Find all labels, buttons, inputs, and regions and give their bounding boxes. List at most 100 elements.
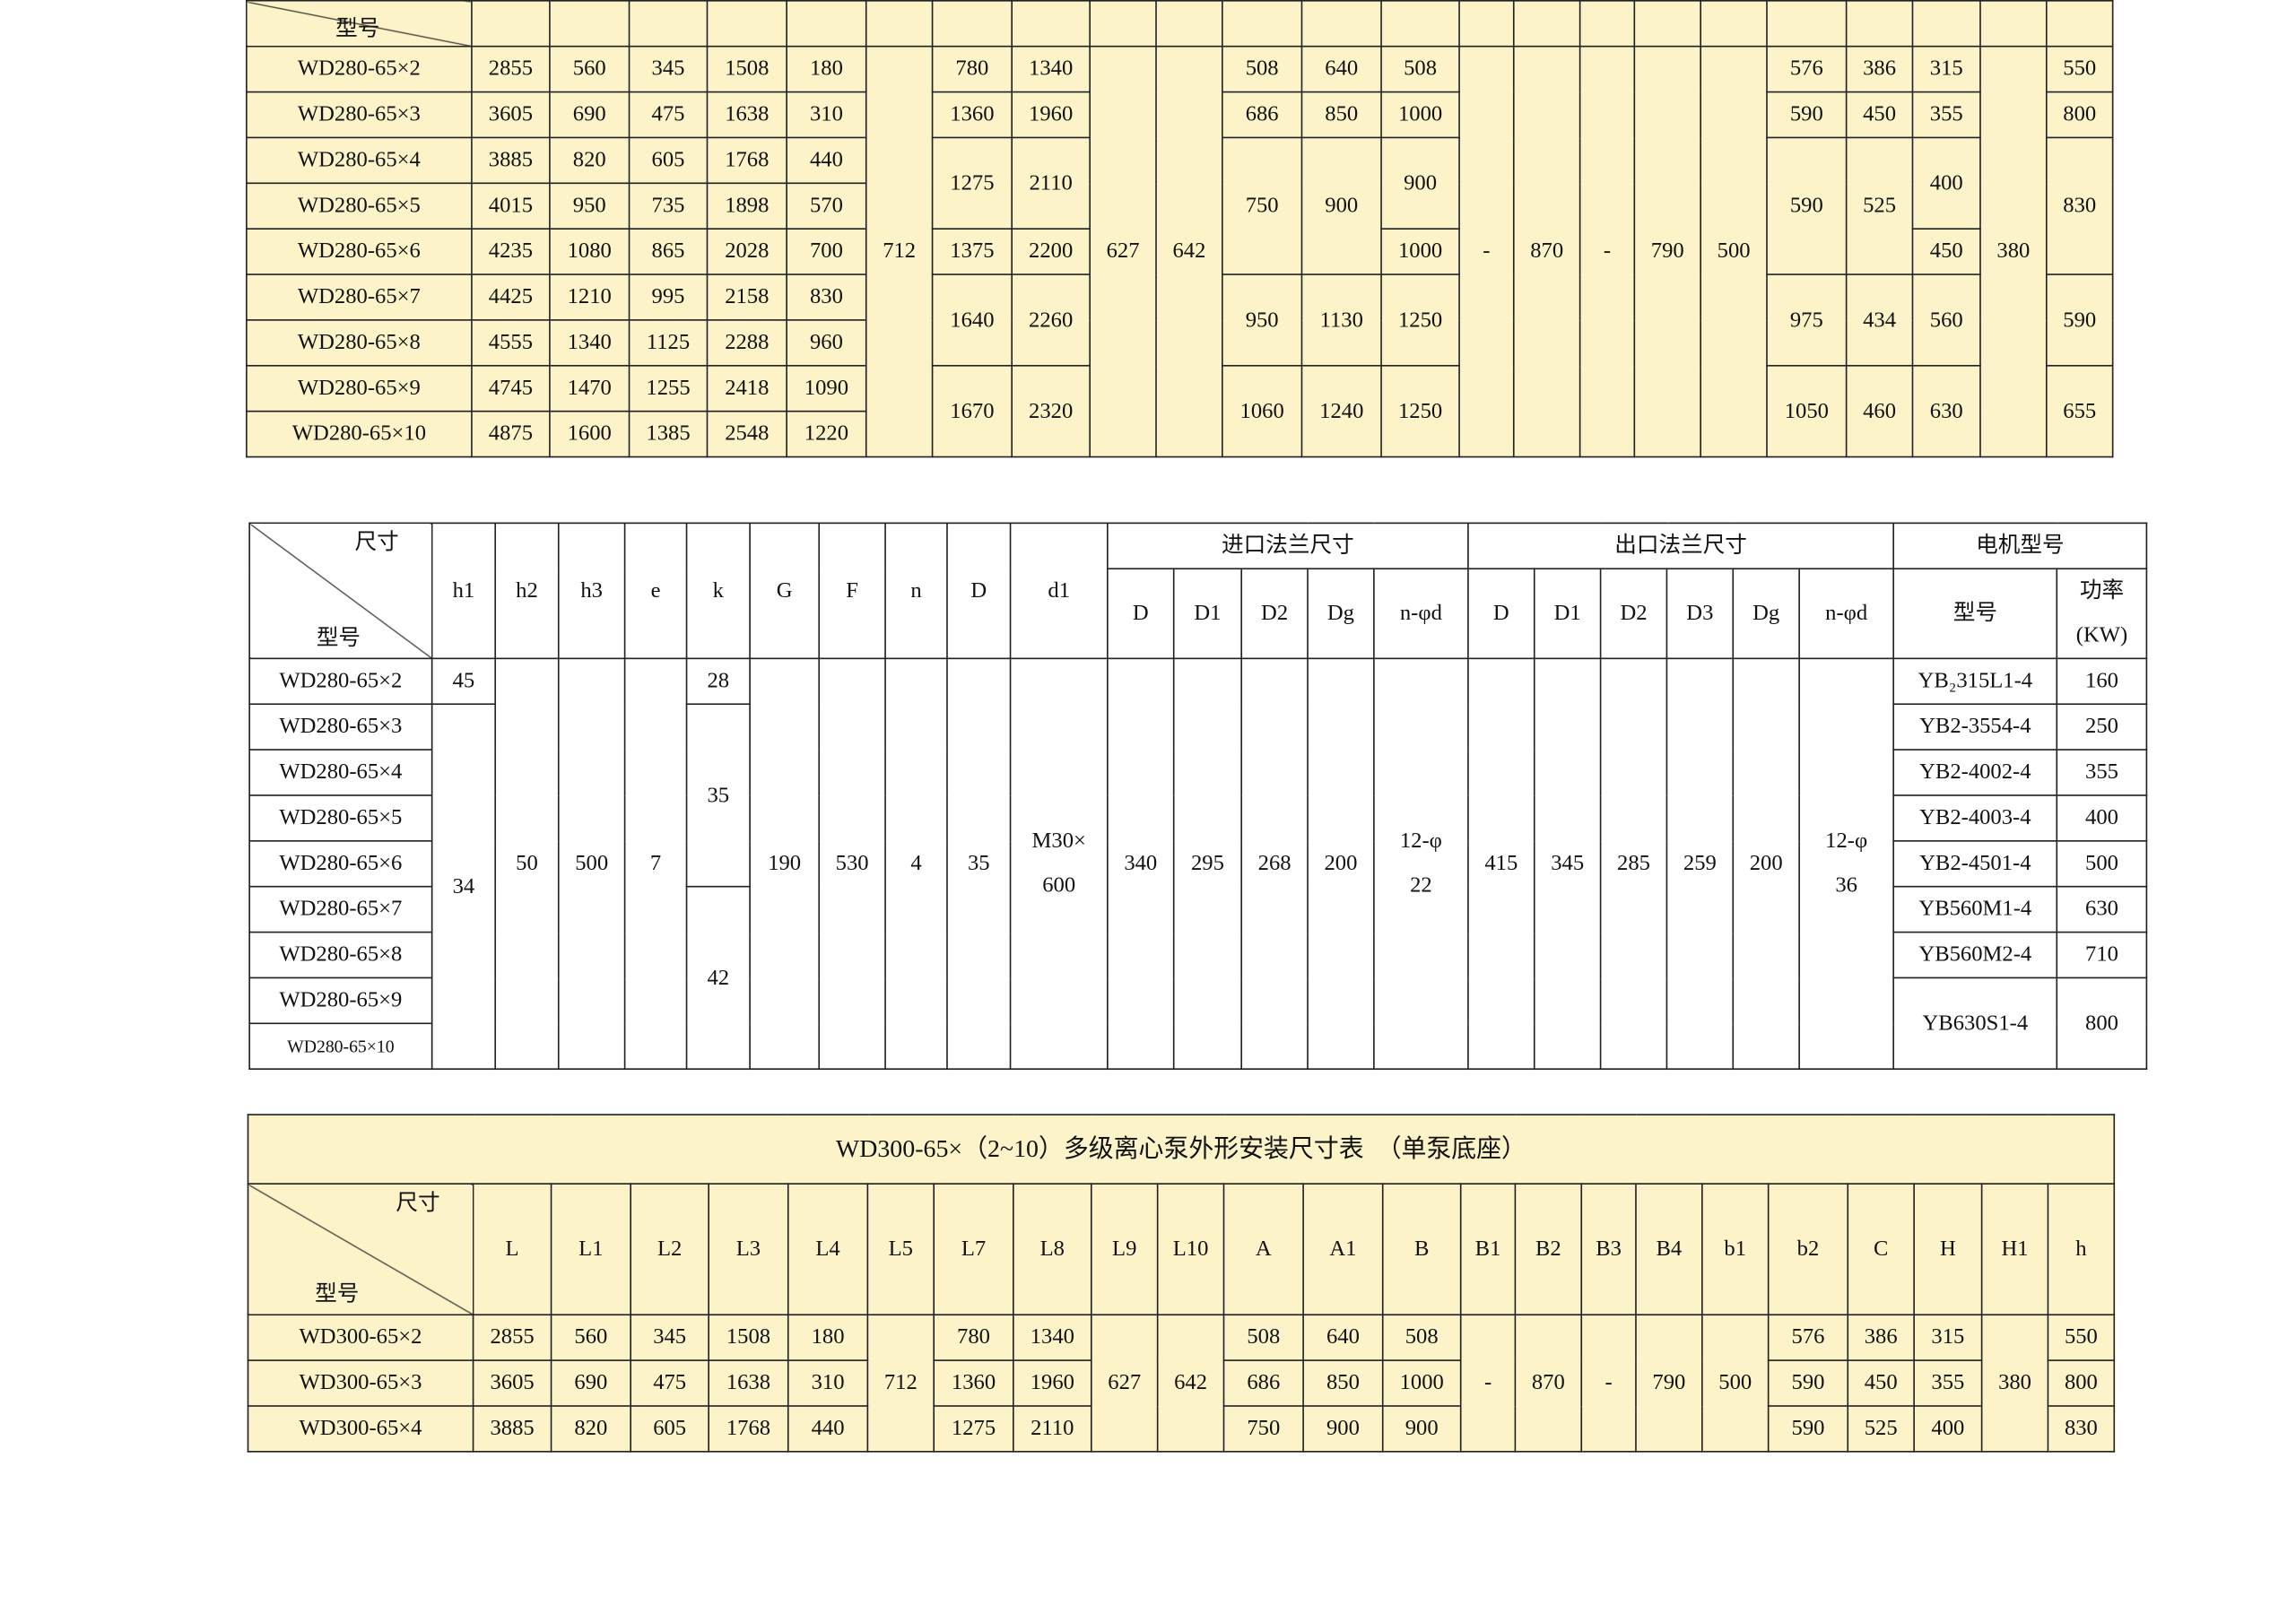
value-cell: 525 — [1847, 1405, 1915, 1453]
value-cell: 1340 — [1011, 45, 1091, 93]
value-cell: 950 — [1222, 273, 1303, 367]
column-header: D2 — [1599, 568, 1668, 660]
value-cell: - — [1458, 45, 1515, 458]
column-header: h2 — [494, 522, 560, 660]
value-cell: 1340 — [1013, 1314, 1092, 1361]
model-cell: WD280-65×2 — [246, 45, 473, 93]
table-row: WD280-65×2 2855 560 345 1508 180 712 780 1340 627… — [246, 45, 2114, 458]
value-cell: 4425 — [471, 273, 551, 321]
column-header — [1979, 0, 2048, 48]
value-cell: 2028 — [706, 228, 787, 275]
value-cell: 3605 — [471, 91, 551, 139]
value-cell: 45 — [430, 657, 497, 706]
model-cell: WD280-65×8 — [246, 319, 473, 367]
corner-label-model: 型号 — [316, 627, 361, 651]
value-cell: 1250 — [1380, 273, 1460, 367]
table-row: WD280-65×8 4555 1340 1125 2288 960 — [246, 319, 2113, 367]
value-cell: 700 — [786, 228, 867, 275]
value-cell: 900 — [1300, 136, 1382, 275]
value-cell: 576 — [1766, 45, 1848, 93]
table-row: WD280-65×4 YB2-4002-4 355 — [248, 749, 2148, 796]
value-cell: 160 — [2056, 657, 2148, 706]
model-cell: WD280-65×4 — [248, 749, 433, 796]
corner-label-model: 型号 — [335, 17, 380, 41]
column-header: n-φd — [1373, 568, 1469, 660]
value-cell: 1960 — [1011, 91, 1091, 139]
model-cell: WD300-65×4 — [247, 1405, 474, 1453]
value-cell: 4745 — [471, 364, 551, 412]
value-cell: 870 — [1514, 1314, 1583, 1453]
value-cell: 500 — [1700, 45, 1768, 458]
column-header: L4 — [787, 1183, 869, 1316]
column-header: L8 — [1013, 1183, 1092, 1316]
value-cell: 508 — [1222, 1314, 1304, 1361]
value-cell: 12-φ 22 — [1373, 657, 1469, 1071]
value-cell: 642 — [1155, 45, 1223, 458]
value-cell: 530 — [818, 657, 886, 1071]
value-cell: 500 — [557, 657, 626, 1071]
table-row: WD280-65×6 YB2-4501-4 500 — [248, 840, 2148, 888]
value-cell: YB630S1-4 — [1892, 976, 2058, 1071]
column-header: D — [1107, 568, 1175, 660]
value-cell: 1130 — [1300, 273, 1382, 367]
model-cell: WD280-65×6 — [248, 840, 433, 888]
value-cell: 190 — [749, 657, 821, 1071]
model-cell: WD280-65×10 — [248, 1022, 433, 1071]
value-cell: 345 — [628, 45, 709, 93]
corner-label-size: 尺寸 — [354, 531, 399, 555]
header-row: 型号 — [246, 0, 2114, 48]
value-cell: 590 — [1767, 1405, 1849, 1453]
value-cell: 790 — [1633, 45, 1701, 458]
table-row: WD300-65×2 2855 560 345 1508 180 712 780 1340 627… — [247, 1314, 2116, 1453]
value-cell: 440 — [787, 1405, 869, 1453]
value-cell: 400 — [1913, 1405, 1983, 1453]
column-header: 电机型号 — [1892, 522, 2148, 570]
value-cell: 900 — [1302, 1405, 1384, 1453]
header-corner-cell: 型号 — [246, 0, 473, 48]
value-cell: 355 — [2056, 749, 2148, 796]
value-cell: 315 — [1913, 1314, 1983, 1361]
column-header: G — [749, 522, 821, 660]
value-cell: 950 — [549, 182, 631, 230]
value-cell: - — [1578, 45, 1636, 458]
value-cell: 1638 — [708, 1359, 789, 1407]
value-cell: 345 — [1533, 657, 1602, 1071]
column-header — [786, 0, 867, 48]
column-header: L — [472, 1183, 552, 1316]
value-cell: 570 — [786, 182, 867, 230]
value-cell: 4 — [884, 657, 948, 1071]
table-row: WD280-65×2 45 50 500 7 28 190 530 4 35 M30× 600 340 2… — [248, 657, 2148, 1071]
value-cell: 975 — [1766, 273, 1848, 367]
value-cell: 28 — [685, 657, 751, 706]
value-cell: 450 — [1845, 91, 1914, 139]
column-header: L9 — [1090, 1183, 1159, 1316]
table-row: WD280-65×6 4235 1080 865 2028 700 1375 2200 1000… — [246, 228, 2113, 275]
value-cell: 655 — [2045, 364, 2114, 458]
value-cell: 750 — [1222, 136, 1303, 275]
value-cell: 1638 — [706, 91, 787, 139]
value-cell: 355 — [1913, 1359, 1983, 1407]
column-header — [865, 0, 934, 48]
value-cell: 870 — [1512, 45, 1581, 458]
header-corner-cell: 尺寸型号 — [248, 522, 433, 660]
column-header: B3 — [1580, 1183, 1637, 1316]
column-header — [1458, 0, 1515, 48]
wd280-base-table-continued: 型号 WD280-65×2 2855 560 345 1508 180 712 780 1340 6… — [246, 0, 2114, 458]
value-cell: 35 — [946, 657, 1012, 1071]
value-cell: 2260 — [1011, 273, 1091, 367]
value-cell: 865 — [628, 228, 709, 275]
value-cell: 1640 — [931, 273, 1013, 367]
model-cell: WD280-65×8 — [248, 931, 433, 979]
value-cell: 34 — [430, 703, 497, 1071]
value-cell: 1275 — [933, 1405, 1014, 1453]
column-header: B1 — [1459, 1183, 1517, 1316]
column-header — [1911, 0, 1981, 48]
value-cell: 1240 — [1300, 364, 1382, 458]
value-cell: 1090 — [786, 364, 867, 412]
column-header: B2 — [1514, 1183, 1583, 1316]
value-cell: 386 — [1845, 45, 1914, 93]
value-cell: 4555 — [471, 319, 551, 367]
table-row: WD280-65×9 4745 1470 1255 2418 1090 1670 2320 10… — [246, 364, 2114, 458]
value-cell: 400 — [1911, 136, 1981, 230]
value-cell: 1220 — [786, 410, 867, 458]
